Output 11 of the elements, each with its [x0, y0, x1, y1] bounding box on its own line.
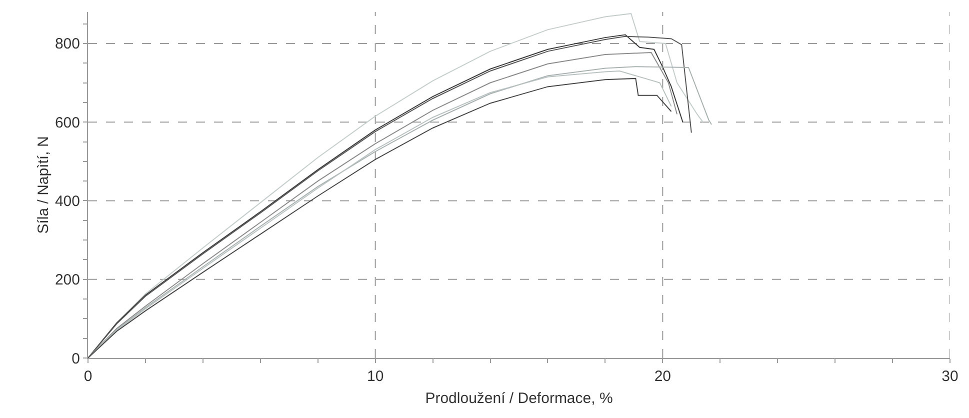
y-axis-title: Síla / Napìtí, N [35, 136, 52, 234]
y-tick-label: 0 [72, 350, 80, 368]
y-tick-label: 400 [54, 192, 80, 210]
x-tick-label: 10 [366, 368, 384, 385]
y-tick-label: 600 [54, 114, 80, 132]
x-axis-title: Prodloužení / Deformace, % [425, 390, 613, 407]
x-tick-label: 0 [84, 368, 92, 385]
y-tick-label: 200 [54, 272, 80, 289]
x-tick-label: 30 [942, 368, 958, 385]
x-tick-label: 20 [654, 368, 672, 385]
y-tick-label: 800 [54, 36, 80, 53]
